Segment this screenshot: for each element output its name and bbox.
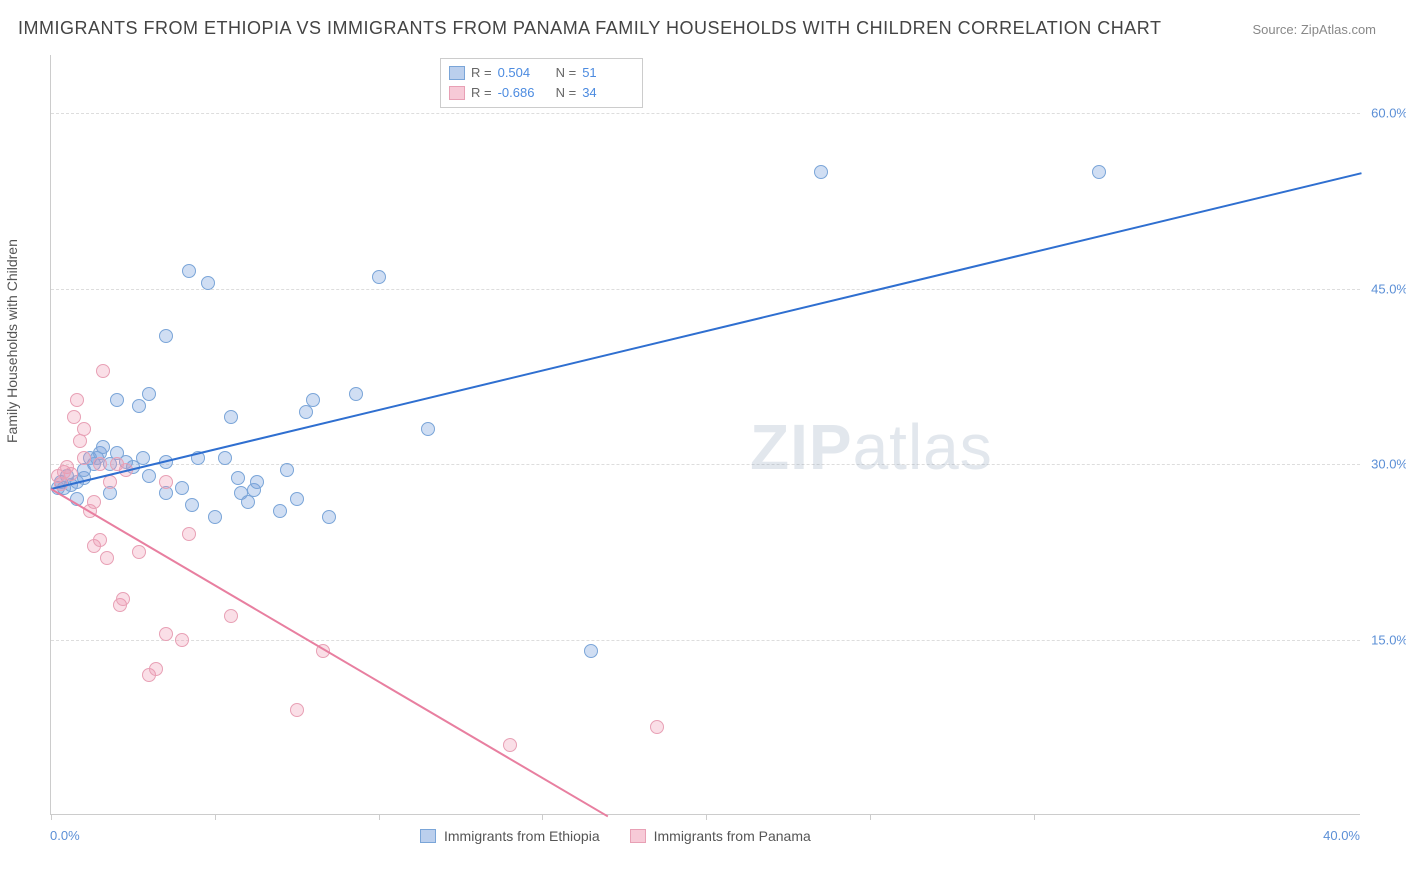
n-value-ethiopia: 51 — [582, 63, 634, 83]
data-point-panama — [159, 475, 173, 489]
data-point-panama — [93, 533, 107, 547]
gridline — [51, 113, 1360, 114]
gridline — [51, 464, 1360, 465]
chart-title: IMMIGRANTS FROM ETHIOPIA VS IMMIGRANTS F… — [18, 18, 1161, 39]
data-point-panama — [149, 662, 163, 676]
series-legend: Immigrants from Ethiopia Immigrants from… — [420, 828, 811, 844]
data-point-panama — [70, 393, 84, 407]
data-point-ethiopia — [231, 471, 245, 485]
y-tick-label: 60.0% — [1371, 106, 1406, 121]
data-point-panama — [77, 422, 91, 436]
x-tick — [542, 814, 543, 820]
data-point-ethiopia — [185, 498, 199, 512]
data-point-ethiopia — [322, 510, 336, 524]
legend-item-panama: Immigrants from Panama — [630, 828, 811, 844]
data-point-ethiopia — [421, 422, 435, 436]
x-tick — [706, 814, 707, 820]
x-axis-min-label: 0.0% — [50, 828, 80, 843]
x-tick — [1034, 814, 1035, 820]
data-point-ethiopia — [96, 440, 110, 454]
r-value-panama: -0.686 — [498, 83, 550, 103]
data-point-ethiopia — [136, 451, 150, 465]
data-point-ethiopia — [306, 393, 320, 407]
x-tick — [379, 814, 380, 820]
scatter-plot-area: 15.0%30.0%45.0%60.0% — [50, 55, 1360, 815]
data-point-ethiopia — [159, 329, 173, 343]
y-tick-label: 45.0% — [1371, 281, 1406, 296]
data-point-ethiopia — [110, 393, 124, 407]
swatch-blue-icon — [420, 829, 436, 843]
gridline — [51, 289, 1360, 290]
data-point-ethiopia — [814, 165, 828, 179]
data-point-ethiopia — [349, 387, 363, 401]
n-value-panama: 34 — [582, 83, 634, 103]
data-point-panama — [132, 545, 146, 559]
data-point-panama — [64, 467, 78, 481]
data-point-panama — [175, 633, 189, 647]
data-point-ethiopia — [290, 492, 304, 506]
data-point-panama — [290, 703, 304, 717]
data-point-ethiopia — [280, 463, 294, 477]
data-point-ethiopia — [372, 270, 386, 284]
data-point-panama — [96, 364, 110, 378]
data-point-ethiopia — [208, 510, 222, 524]
data-point-ethiopia — [132, 399, 146, 413]
data-point-panama — [77, 451, 91, 465]
x-tick — [870, 814, 871, 820]
swatch-pink-icon — [449, 86, 465, 100]
data-point-ethiopia — [273, 504, 287, 518]
data-point-ethiopia — [224, 410, 238, 424]
source-attribution: Source: ZipAtlas.com — [1252, 22, 1376, 37]
data-point-panama — [93, 457, 107, 471]
y-tick-label: 15.0% — [1371, 632, 1406, 647]
n-label: N = — [556, 83, 577, 103]
data-point-panama — [100, 551, 114, 565]
data-point-ethiopia — [218, 451, 232, 465]
data-point-ethiopia — [142, 387, 156, 401]
data-point-panama — [159, 627, 173, 641]
data-point-ethiopia — [1092, 165, 1106, 179]
data-point-ethiopia — [584, 644, 598, 658]
data-point-ethiopia — [182, 264, 196, 278]
x-axis-max-label: 40.0% — [1323, 828, 1360, 843]
data-point-panama — [650, 720, 664, 734]
gridline — [51, 640, 1360, 641]
data-point-panama — [87, 495, 101, 509]
y-tick-label: 30.0% — [1371, 457, 1406, 472]
trend-line-ethiopia — [51, 172, 1361, 490]
trend-line-panama — [50, 488, 608, 817]
data-point-panama — [116, 592, 130, 606]
data-point-ethiopia — [142, 469, 156, 483]
r-value-ethiopia: 0.504 — [498, 63, 550, 83]
n-label: N = — [556, 63, 577, 83]
legend-label-ethiopia: Immigrants from Ethiopia — [444, 828, 600, 844]
data-point-panama — [182, 527, 196, 541]
swatch-blue-icon — [449, 66, 465, 80]
r-label: R = — [471, 83, 492, 103]
legend-item-ethiopia: Immigrants from Ethiopia — [420, 828, 600, 844]
correlation-legend: R = 0.504 N = 51 R = -0.686 N = 34 — [440, 58, 643, 108]
legend-row-panama: R = -0.686 N = 34 — [449, 83, 634, 103]
data-point-ethiopia — [175, 481, 189, 495]
data-point-ethiopia — [201, 276, 215, 290]
r-label: R = — [471, 63, 492, 83]
legend-label-panama: Immigrants from Panama — [654, 828, 811, 844]
swatch-pink-icon — [630, 829, 646, 843]
legend-row-ethiopia: R = 0.504 N = 51 — [449, 63, 634, 83]
data-point-panama — [503, 738, 517, 752]
x-tick — [215, 814, 216, 820]
y-axis-label: Family Households with Children — [4, 239, 20, 443]
data-point-panama — [67, 410, 81, 424]
data-point-panama — [224, 609, 238, 623]
x-tick — [51, 814, 52, 820]
data-point-ethiopia — [250, 475, 264, 489]
